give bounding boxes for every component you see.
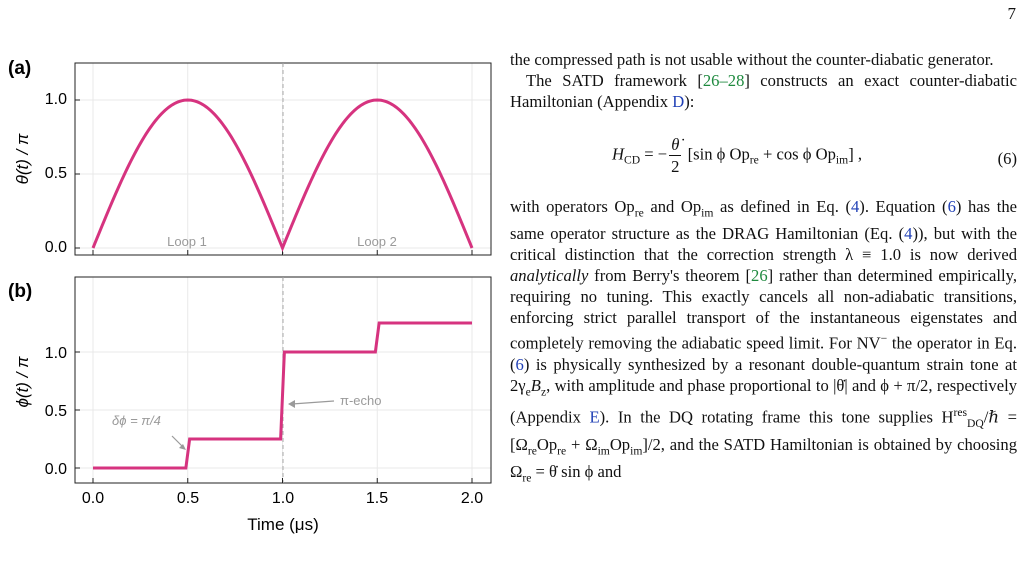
panel-b-xtick: 0.0	[82, 490, 104, 507]
panel-a-ylabel: θ(t) / π	[13, 133, 32, 184]
panel-b-ytick: 0.5	[45, 403, 67, 420]
pi-echo-arrowhead	[288, 400, 295, 408]
appendix-link[interactable]: E	[589, 407, 600, 427]
panel-b-ylabel: ϕ(t) / π	[13, 356, 32, 408]
delta-phi-arrowhead	[179, 444, 186, 450]
paragraph-operators: with operators Opre and Opim as defined …	[510, 197, 1018, 485]
paragraph-satd: The SATD framework [26–28] constructs an…	[510, 71, 1017, 111]
panel-a-ytick: 0.0	[45, 239, 67, 256]
eq-ref-link[interactable]: 6	[515, 354, 524, 374]
panel-b-xtick: 2.0	[461, 490, 483, 507]
eq-ref-link[interactable]: 4	[904, 224, 913, 244]
page-number: 7	[1007, 4, 1017, 23]
panel-b-phi-curve	[93, 321, 472, 470]
panel-a-label: (a)	[8, 58, 31, 79]
panel-a-theta-curve	[91, 98, 474, 252]
equation-number: (6)	[997, 149, 1017, 168]
loop1-annotation: Loop 1	[167, 234, 207, 249]
appendix-link[interactable]: D	[672, 92, 685, 111]
equation-6: HCD = − θ̇ 2 [sin ϕ Opre + cos ϕ Opim] , (…	[510, 128, 1017, 184]
panel-b-xlabel: Time (μs)	[247, 515, 319, 534]
panel-b-xtick: 0.5	[177, 490, 199, 507]
eq-ref-link[interactable]: 6	[947, 197, 956, 216]
pi-echo-arrow	[291, 400, 335, 405]
equation-body: HCD = − θ̇ 2 [sin ϕ Opre + cos ϕ Opim] ,	[612, 135, 863, 176]
delta-phi-annotation: δϕ = π/4	[112, 413, 161, 428]
eq-ref-link[interactable]: 4	[851, 197, 860, 216]
panel-b-label: (b)	[8, 281, 32, 302]
pi-echo-annotation: π-echo	[340, 393, 382, 408]
loop2-annotation: Loop 2	[357, 234, 397, 249]
citation-link[interactable]: 26–28	[702, 71, 745, 90]
panel-a-ytick: 0.5	[45, 165, 67, 182]
panel-b-ytick: 0.0	[45, 461, 67, 478]
citation-link[interactable]: 26	[751, 266, 768, 286]
panel-b-ytick: 1.0	[45, 345, 67, 362]
body-text-column: the compressed path is not usable withou…	[510, 49, 1017, 489]
panel-b-xtick: 1.0	[272, 490, 294, 507]
figure: (a) 0.0 0.5 1.0 θ(t) / π Loop 1 Loop 2 (…	[8, 58, 492, 534]
paragraph-compressed-path: the compressed path is not usable withou…	[510, 50, 994, 69]
panel-a-ytick: 1.0	[45, 91, 67, 108]
panel-b-xtick: 1.5	[366, 490, 388, 507]
panel-b-ticks	[75, 351, 473, 483]
